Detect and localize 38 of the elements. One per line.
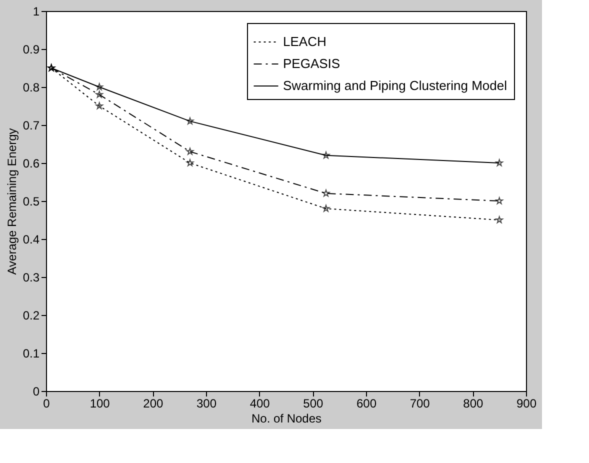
legend-label: Swarming and Piping Clustering Model xyxy=(283,78,508,93)
x-tick-label: 200 xyxy=(143,396,164,410)
point xyxy=(322,190,330,197)
y-tick-label: 0.4 xyxy=(22,232,40,246)
y-tick-label: 0.3 xyxy=(22,270,40,284)
x-tick-label: 800 xyxy=(463,396,484,410)
legend-label: PEGASIS xyxy=(283,56,340,71)
point xyxy=(96,83,104,90)
x-tick-label: 100 xyxy=(90,396,110,410)
x-tick-label: 900 xyxy=(516,396,537,410)
y-tick-label: 0.7 xyxy=(22,118,40,132)
point xyxy=(186,159,194,166)
y-tick-label: 0 xyxy=(32,384,40,398)
point xyxy=(496,216,504,224)
point xyxy=(322,152,330,159)
point xyxy=(496,197,504,204)
point xyxy=(186,148,194,155)
x-axis-title: No. of Nodes xyxy=(251,412,322,426)
x-tick-label: 300 xyxy=(196,396,217,410)
point xyxy=(186,117,194,124)
x-tick-label: 600 xyxy=(356,396,377,410)
y-tick-label: 0.6 xyxy=(22,156,40,170)
x-tick-label: 400 xyxy=(250,396,270,410)
y-axis-title: Average Remaining Energy xyxy=(4,128,19,275)
x-tick-label: 0 xyxy=(43,396,50,410)
point xyxy=(496,159,504,166)
y-tick-label: 0.2 xyxy=(22,308,40,322)
y-tick-label: 0.1 xyxy=(22,346,40,360)
y-tick-label: 0.9 xyxy=(22,42,40,56)
y-tick-label: 0.5 xyxy=(22,194,40,208)
point xyxy=(96,90,104,98)
x-tick-label: 500 xyxy=(303,396,324,410)
legend-label: LEACH xyxy=(283,34,326,49)
x-tick-label: 700 xyxy=(410,396,430,410)
y-tick-label: 1 xyxy=(32,4,40,18)
y-tick-label: 0.8 xyxy=(22,80,40,94)
point xyxy=(96,102,104,110)
point xyxy=(322,204,330,212)
